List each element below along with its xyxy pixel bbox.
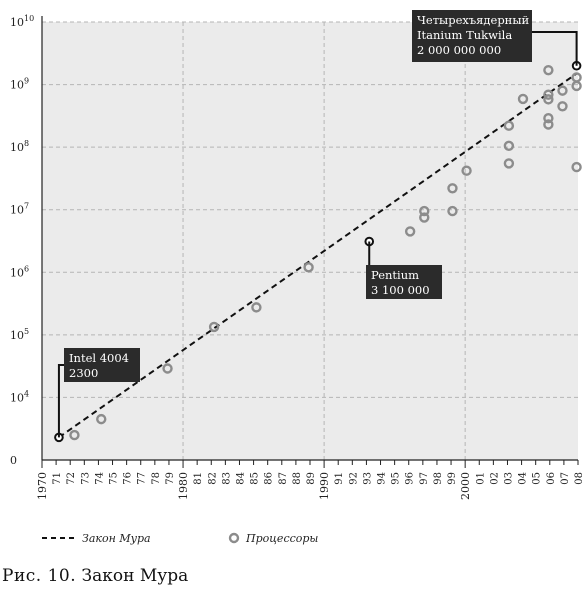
x-tick-label: 84 <box>235 472 246 485</box>
legend-label-moores-law: Закон Мура <box>82 532 151 545</box>
x-tick-label: 1970 <box>36 472 49 500</box>
x-tick-label: 91 <box>334 472 345 485</box>
x-tick-label: 06 <box>546 472 557 485</box>
x-tick-label: 87 <box>278 472 289 485</box>
x-tick-label: 74 <box>94 472 105 485</box>
processor-point <box>208 321 220 333</box>
x-tick-label: 72 <box>66 472 77 485</box>
x-tick-label: 08 <box>574 472 582 485</box>
x-tick-label: 71 <box>52 472 63 485</box>
y-tick-label: 104 <box>10 389 29 404</box>
processor-point <box>517 93 529 105</box>
figure-title: Закон Мура <box>81 566 189 586</box>
processor-point <box>543 89 554 100</box>
x-tick-label: 1980 <box>177 472 190 500</box>
x-tick-label: 88 <box>292 472 303 485</box>
x-tick-label: 81 <box>193 472 204 485</box>
y-tick-label: 108 <box>10 139 29 154</box>
x-tick-label: 83 <box>221 472 232 485</box>
x-tick-label: 79 <box>165 472 176 485</box>
processor-point <box>503 158 515 169</box>
callouts: Intel 4004 2300 Pentium 3 100 000 Четырехъяд… <box>57 10 578 438</box>
x-tick-label: 73 <box>80 472 91 485</box>
callout-leader <box>57 364 64 438</box>
callout-box <box>366 265 442 299</box>
legend-label-processors: Процессоры <box>245 532 318 545</box>
processor-point <box>404 226 416 237</box>
processor-point <box>447 205 458 217</box>
processor-point <box>162 363 173 374</box>
figure-caption: Рис. 10. Закон Мура <box>2 566 188 586</box>
processor-point <box>557 85 568 96</box>
x-tick-label: 98 <box>433 472 444 485</box>
x-tick-label: 89 <box>306 472 317 485</box>
x-tick-label: 76 <box>123 472 134 485</box>
y-tick-label: 106 <box>10 264 29 279</box>
x-tick-label: 85 <box>250 472 261 485</box>
x-tick-label: 96 <box>405 472 416 485</box>
processor-point <box>419 205 430 217</box>
processor-point <box>303 262 314 273</box>
x-tick-label: 2000 <box>459 472 472 500</box>
x-tick-label: 1990 <box>318 472 331 500</box>
processor-point <box>543 119 554 130</box>
callout-leader <box>532 31 578 66</box>
y-tick-label: 107 <box>10 202 29 217</box>
x-tick-label: 95 <box>391 472 402 485</box>
moores-law-line <box>58 72 578 439</box>
x-tick-label: 02 <box>489 472 500 485</box>
y-tick-label: 105 <box>10 327 29 342</box>
processor-point <box>503 140 515 152</box>
processor-point <box>447 183 458 194</box>
processor-point <box>543 94 554 105</box>
processor-point <box>543 64 554 76</box>
x-tick-label: 04 <box>518 472 529 485</box>
y-tick-label: 0 <box>10 454 17 467</box>
y-tick-label: 1010 <box>10 14 34 29</box>
processor-point <box>69 429 80 441</box>
processor-point <box>503 120 515 131</box>
moores-law-trend-line <box>58 72 578 439</box>
callout-text: Intel 4004 2300 <box>69 351 129 380</box>
x-tick-label: 07 <box>560 472 571 485</box>
x-tick-label: 82 <box>207 472 218 485</box>
x-tick-label: 97 <box>419 472 430 485</box>
processor-point <box>571 72 582 83</box>
processor-point <box>419 212 430 223</box>
processor-point <box>543 113 554 124</box>
x-tick-label: 94 <box>377 472 388 485</box>
processor-point <box>557 101 568 112</box>
y-tick-label: 109 <box>10 77 29 92</box>
x-tick-label: 93 <box>362 472 373 485</box>
x-tick-label: 86 <box>264 472 275 485</box>
processor-point <box>96 413 107 425</box>
axes <box>41 16 579 468</box>
x-tick-label: 03 <box>503 472 514 485</box>
callout-text: Pentium 3 100 000 <box>371 268 430 297</box>
legend-marker-swatch <box>228 532 240 544</box>
figure-label: Рис. 10. <box>2 566 77 586</box>
x-tick-label: 99 <box>447 472 458 485</box>
processor-points <box>54 60 582 443</box>
x-tick-label: 01 <box>475 472 486 485</box>
x-tick-label: 75 <box>109 472 120 485</box>
callout-text: Четырехъядерный Itanium Tukwila 2 000 000 … <box>417 13 529 57</box>
legend: Закон Мура Процессоры <box>42 532 318 545</box>
x-tick-label: 77 <box>137 472 148 485</box>
x-tick-label: 92 <box>348 472 359 485</box>
plot-background <box>42 22 578 460</box>
processor-point <box>461 165 472 176</box>
processor-point <box>251 302 262 313</box>
x-tick-label: 05 <box>532 472 543 485</box>
x-tick-label: 78 <box>151 472 162 485</box>
processor-point <box>571 161 582 173</box>
callout-box <box>64 348 140 382</box>
callout-box <box>412 10 532 62</box>
